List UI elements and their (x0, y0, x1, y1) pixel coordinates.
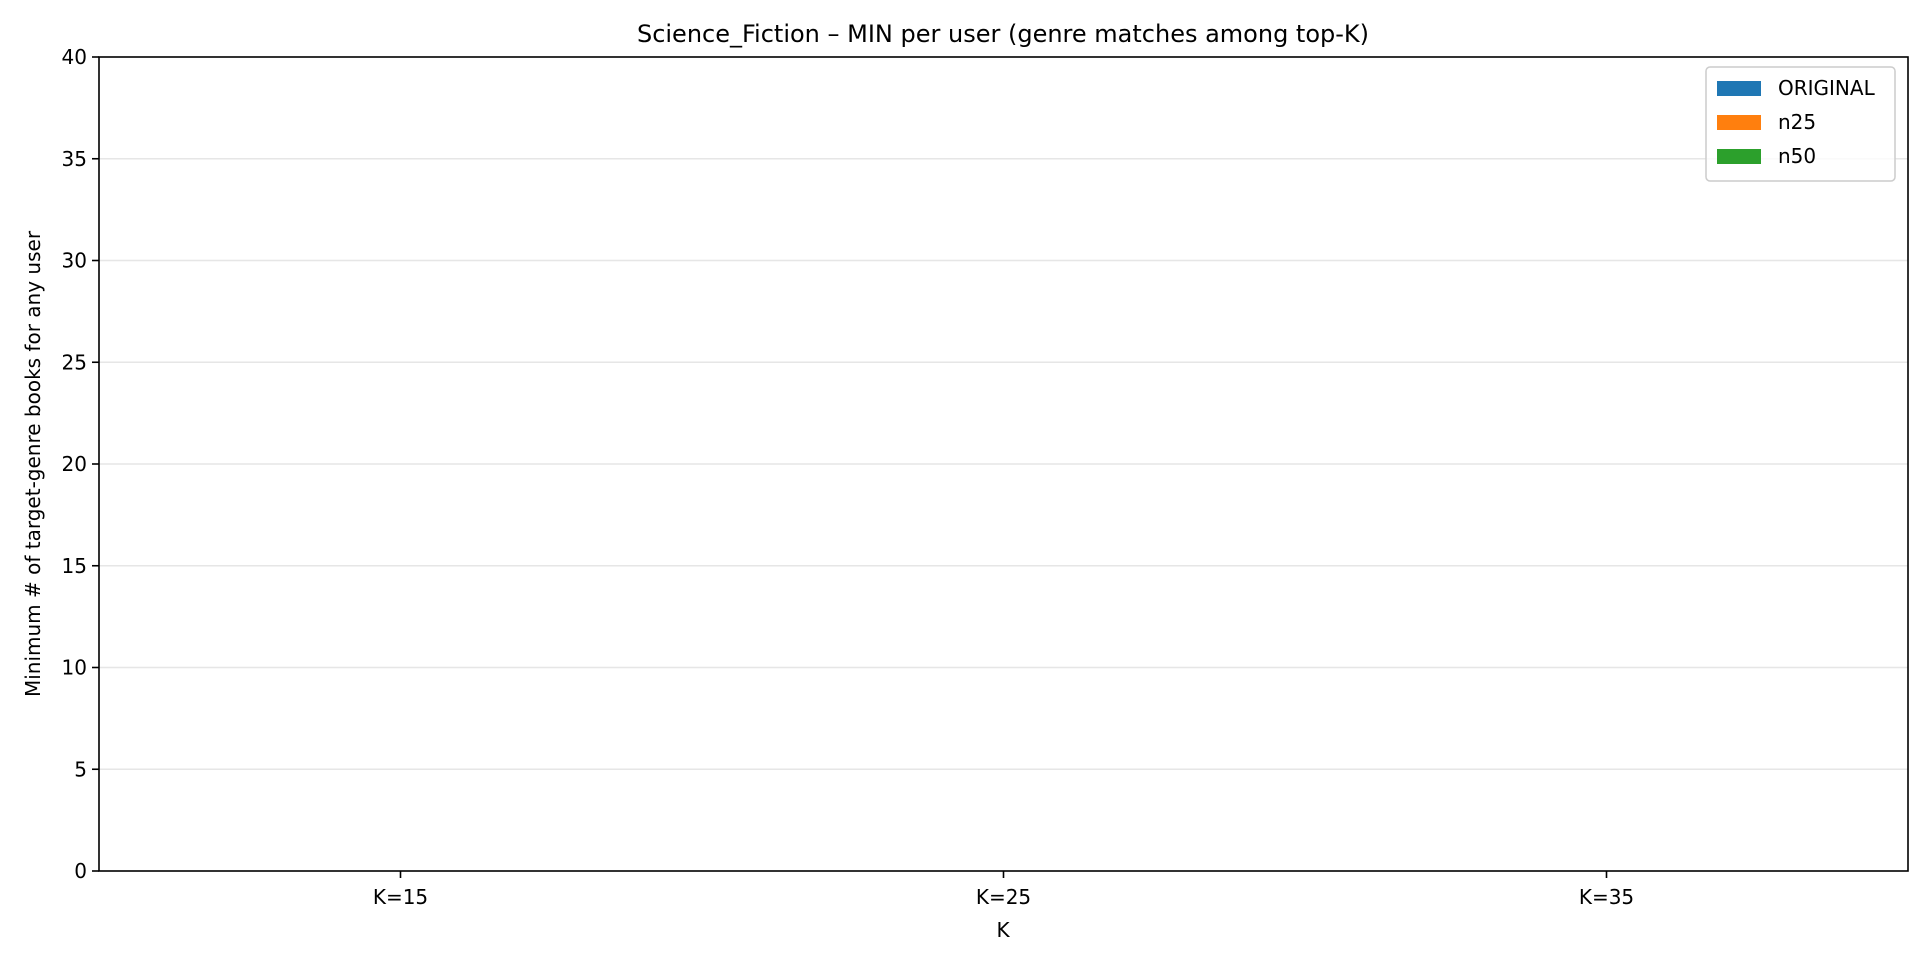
y-axis-ticks: 0 5 10 15 20 25 30 35 40 (62, 45, 99, 883)
y-tick-label: 35 (62, 147, 87, 171)
legend-swatch-ORIGINAL (1717, 81, 1761, 96)
y-axis-label: Minimum # of target-genre books for any … (21, 230, 45, 697)
x-tick-label: K=35 (1579, 885, 1634, 909)
y-tick-label: 15 (62, 554, 87, 578)
y-tick-label: 10 (62, 656, 87, 680)
legend-swatch-n25 (1717, 115, 1761, 130)
legend-swatch-n50 (1717, 149, 1761, 164)
legend-label-n25: n25 (1778, 110, 1816, 134)
x-tick-label: K=25 (976, 885, 1031, 909)
y-tick-label: 5 (74, 757, 87, 781)
x-axis-ticks: K=15 K=25 K=35 (373, 871, 1634, 909)
legend-label-n50: n50 (1778, 144, 1816, 168)
y-tick-label: 40 (62, 45, 87, 69)
y-tick-label: 0 (74, 859, 87, 883)
legend: ORIGINAL n25 n50 (1705, 66, 1896, 182)
grid-lines (99, 158, 1908, 770)
y-tick-label: 25 (62, 350, 87, 374)
x-tick-label: K=15 (373, 885, 428, 909)
x-axis-label: K (996, 918, 1010, 942)
legend-label-ORIGINAL: ORIGINAL (1778, 76, 1876, 100)
y-tick-label: 20 (62, 452, 87, 476)
chart-title: Science_Fiction – MIN per user (genre ma… (637, 20, 1369, 48)
y-tick-label: 30 (62, 249, 87, 273)
